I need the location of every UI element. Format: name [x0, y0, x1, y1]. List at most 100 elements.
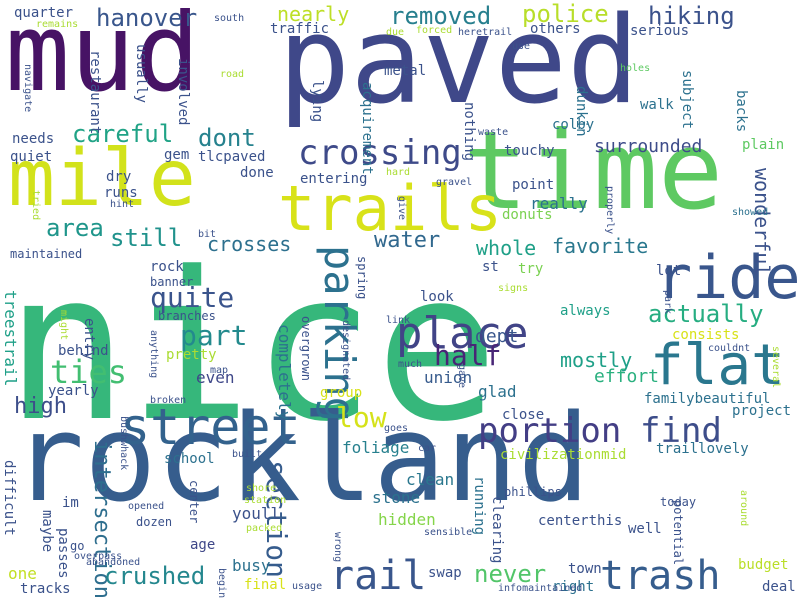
word-138: give [396, 196, 407, 221]
word-41: glad [478, 382, 517, 401]
word-164: opened [128, 501, 165, 512]
word-84: touchy [504, 143, 555, 159]
word-112: maintained [10, 247, 83, 261]
word-150: couldnt [708, 343, 751, 354]
word-21: nearly [277, 2, 350, 26]
word-79: st [482, 259, 499, 275]
word-67: always [560, 303, 611, 319]
word-129: involved [175, 58, 191, 126]
word-52: hidden [378, 510, 436, 529]
word-2: rockland [12, 390, 590, 529]
word-16: find [640, 411, 722, 451]
word-29: whole [476, 236, 537, 260]
word-114: banner [150, 275, 194, 289]
word-71: civilizationmid [500, 447, 627, 463]
word-69: familybeautiful [644, 391, 771, 407]
word-30: favorite [552, 234, 649, 258]
word-162: station [244, 495, 287, 506]
word-166: im [62, 495, 79, 511]
word-148: park [662, 290, 673, 315]
word-42: even [196, 368, 235, 387]
word-86: walk [640, 97, 674, 113]
word-8: flat [650, 333, 785, 398]
word-53: youll [232, 504, 281, 523]
word-156: car [418, 443, 437, 454]
word-141: spring [355, 256, 369, 300]
word-100: road [220, 69, 245, 80]
word-140: properly [604, 186, 615, 235]
word-120: behind [58, 343, 109, 359]
word-90: serious [630, 23, 690, 39]
word-142: completely [275, 324, 294, 421]
word-39: dept [475, 326, 519, 347]
word-94: metal [384, 63, 427, 79]
word-28: water [374, 228, 441, 253]
word-117: map [210, 365, 229, 376]
word-176: sensible [424, 527, 473, 538]
word-61: town [568, 561, 602, 577]
word-102: quiet [10, 149, 53, 165]
word-0: nice [5, 229, 499, 467]
word-174: usage [292, 581, 323, 592]
word-50: clean [406, 470, 455, 489]
word-116: pretty [166, 347, 217, 363]
word-38: effort [594, 366, 660, 387]
word-34: ties [50, 353, 128, 391]
word-171: abandoned [86, 557, 141, 568]
word-108: dry [106, 169, 132, 185]
word-125: tried [30, 190, 41, 221]
word-160: center [187, 480, 201, 524]
word-111: bit [198, 229, 217, 240]
word-134: dunkin [573, 86, 589, 137]
word-3: mud [5, 0, 201, 116]
word-91: traffic [270, 21, 330, 37]
word-82: really [530, 194, 588, 213]
word-168: maybe [39, 510, 55, 553]
word-6: trails [278, 172, 502, 245]
word-161: shore [246, 483, 277, 494]
word-158: difficult [1, 460, 17, 536]
word-118: broken [150, 395, 187, 406]
word-155: goes [384, 423, 409, 434]
word-18: removed [390, 2, 492, 30]
word-97: heretrail [458, 27, 513, 38]
word-109: runs [104, 185, 138, 201]
word-99: holes [620, 63, 651, 74]
word-154: group [320, 385, 363, 401]
word-123: might [58, 310, 69, 341]
word-31: wonderful [750, 168, 774, 277]
word-49: foliage [342, 438, 410, 457]
word-12: trash [600, 553, 721, 599]
word-33: part [180, 319, 248, 352]
word-24: surrounded [594, 136, 703, 157]
word-151: several [770, 346, 781, 389]
word-106: entering [300, 171, 368, 187]
word-78: try [518, 261, 544, 277]
word-147: signs [498, 283, 529, 294]
word-55: school [164, 451, 215, 467]
word-56: busy [232, 556, 271, 575]
word-22: careful [72, 120, 174, 148]
word-92: quarter [14, 5, 74, 21]
word-144: designated [340, 320, 351, 381]
word-48: never [474, 560, 547, 588]
word-43: low [336, 401, 387, 434]
word-177: around [738, 490, 749, 527]
word-20: hiking [648, 2, 735, 30]
word-159: built [232, 449, 263, 460]
word-4: time [463, 109, 724, 234]
word-95: due [386, 27, 405, 38]
word-136: backs [733, 90, 749, 133]
word-93: south [214, 13, 245, 24]
word-7: ride [656, 243, 800, 313]
word-64: well [628, 521, 662, 537]
word-119: yearly [48, 383, 99, 399]
word-153: gave [456, 364, 467, 389]
word-63: budget [738, 557, 789, 573]
word-149: consists [672, 327, 740, 343]
word-169: passes [55, 528, 71, 579]
word-13: rail [330, 553, 427, 599]
word-27: crosses [207, 232, 292, 256]
word-51: stone [372, 488, 421, 507]
